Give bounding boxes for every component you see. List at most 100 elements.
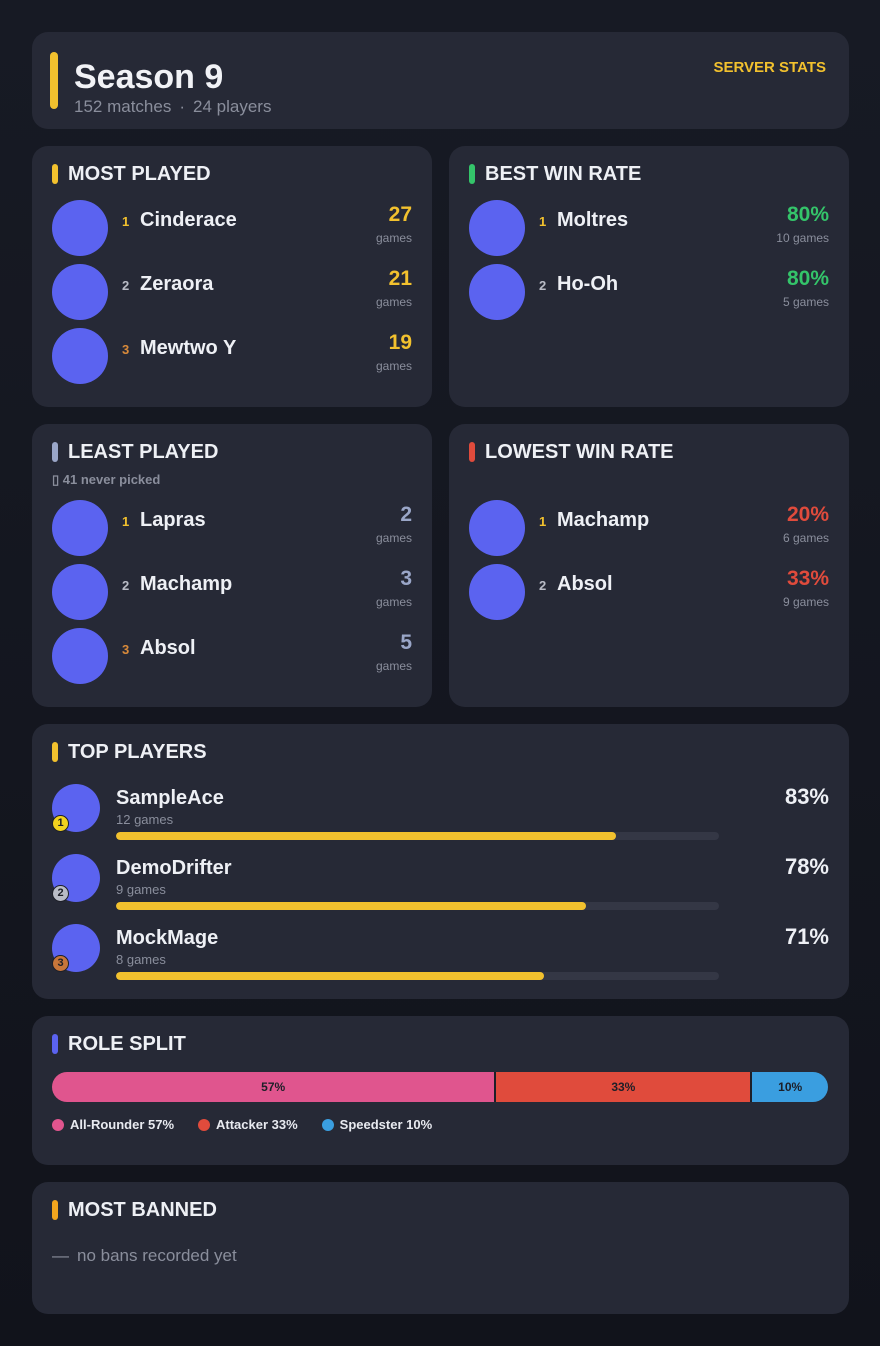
pokemon-row[interactable]: 2 Machamp 3 games — [52, 564, 412, 622]
match-count: 152 matches — [74, 97, 172, 116]
rank-number: 2 — [539, 578, 547, 593]
games-count: 5 games — [782, 295, 829, 309]
games-count: 10 games — [776, 231, 829, 245]
rank-number: 1 — [539, 514, 547, 529]
pokemon-row[interactable]: 2 Absol 33% 9 games — [469, 564, 829, 622]
role-split-bar: 57% 33% 10% — [52, 1072, 828, 1102]
least-played-card: LEAST PLAYED ▯ 41 never picked 1 Lapras … — [32, 424, 432, 707]
role-split-heading: ROLE SPLIT — [52, 1032, 186, 1056]
empty-dash: — — [52, 1246, 69, 1265]
section-accent-bar — [469, 164, 475, 184]
pokemon-name: Cinderace — [140, 209, 237, 231]
win-rate-value: 80% — [786, 203, 829, 226]
top-players-title: TOP PLAYERS — [68, 741, 207, 763]
rank-number: 2 — [122, 578, 130, 593]
win-rate-bar-fill — [116, 972, 545, 980]
pokemon-avatar — [52, 564, 108, 620]
pokemon-avatar — [52, 628, 108, 684]
never-picked-note: ▯ 41 never picked — [52, 472, 161, 487]
least-played-heading: LEAST PLAYED — [52, 440, 218, 464]
player-games: 9 games — [116, 882, 166, 897]
rank-medal-icon: 2 — [52, 885, 69, 902]
pokemon-avatar — [469, 564, 525, 620]
rank-number: 2 — [122, 278, 130, 293]
section-accent-bar — [52, 442, 58, 462]
season-summary: 152 matches · 24 players — [74, 97, 271, 117]
win-rate-bar-fill — [116, 902, 587, 910]
legend-item-all-rounder: All-Rounder 57% — [52, 1117, 174, 1132]
pokemon-row[interactable]: 2 Zeraora 21 games — [52, 264, 412, 322]
pokemon-avatar — [52, 500, 108, 556]
legend-label: All-Rounder 57% — [70, 1117, 175, 1132]
pokemon-row[interactable]: 1 Cinderace 27 games — [52, 200, 412, 258]
empty-text: no bans recorded yet — [77, 1246, 237, 1265]
most-banned-card: MOST BANNED — no bans recorded yet — [32, 1182, 849, 1314]
player-name: SampleAce — [116, 787, 224, 809]
pokemon-row[interactable]: 3 Absol 5 games — [52, 628, 412, 686]
win-rate-bar-fill — [116, 832, 617, 840]
most-banned-title: MOST BANNED — [68, 1199, 217, 1221]
legend-swatch — [321, 1118, 334, 1131]
player-win-rate: 83% — [784, 784, 829, 809]
section-accent-bar — [52, 164, 58, 184]
pokemon-row[interactable]: 1 Lapras 2 games — [52, 500, 412, 558]
win-rate-value: 33% — [786, 567, 829, 590]
role-split-card: ROLE SPLIT 57% 33% 10% All-Rounder 57% A… — [32, 1016, 849, 1165]
value-unit: games — [375, 595, 412, 609]
value-unit: games — [375, 659, 412, 673]
role-split-title: ROLE SPLIT — [68, 1033, 186, 1055]
top-players-heading: TOP PLAYERS — [52, 740, 207, 764]
player-row[interactable]: 3 MockMage 8 games 71% — [52, 924, 829, 986]
pokemon-row[interactable]: 1 Moltres 80% 10 games — [469, 200, 829, 258]
player-games: 12 games — [116, 812, 174, 827]
lowest-win-rate-card: LOWEST WIN RATE 1 Machamp 20% 6 games 2 … — [449, 424, 849, 707]
win-rate-bar — [116, 902, 719, 910]
best-win-rate-card: BEST WIN RATE 1 Moltres 80% 10 games 2 H… — [449, 146, 849, 407]
rank-number: 1 — [122, 514, 130, 529]
no-bans-message: — no bans recorded yet — [52, 1246, 237, 1266]
win-rate-bar — [116, 972, 719, 980]
pokemon-row[interactable]: 1 Machamp 20% 6 games — [469, 500, 829, 558]
pokemon-name: Zeraora — [140, 273, 214, 295]
rank-number: 1 — [539, 214, 547, 229]
pokemon-row[interactable]: 3 Mewtwo Y 19 games — [52, 328, 412, 386]
top-players-card: TOP PLAYERS 1 SampleAce 12 games 83% 2 D… — [32, 724, 849, 999]
games-count: 2 — [400, 503, 412, 526]
rank-number: 3 — [122, 342, 130, 357]
pokemon-avatar — [52, 328, 108, 384]
most-played-card: MOST PLAYED 1 Cinderace 27 games 2 Zerao… — [32, 146, 432, 407]
games-count: 6 games — [782, 531, 829, 545]
section-accent-bar — [52, 1200, 58, 1220]
section-accent-bar — [52, 1034, 58, 1054]
role-segment-speedster: 10% — [750, 1072, 828, 1102]
server-stats-link[interactable]: SERVER STATS — [713, 59, 826, 76]
value-unit: games — [375, 295, 412, 309]
legend-swatch — [52, 1118, 64, 1131]
pokemon-name: Mewtwo Y — [140, 337, 237, 359]
legend-item-attacker: Attacker 33% — [198, 1117, 298, 1132]
player-games: 8 games — [116, 952, 166, 967]
role-segment-all-rounder: 57% — [52, 1072, 495, 1102]
rank-number: 1 — [122, 214, 130, 229]
player-row[interactable]: 1 SampleAce 12 games 83% — [52, 784, 829, 846]
season-header-card: Season 9 152 matches · 24 players SERVER S… — [32, 32, 849, 129]
value-unit: games — [375, 231, 412, 245]
legend-label: Speedster 10% — [339, 1117, 433, 1132]
pokemon-avatar — [52, 200, 108, 256]
section-accent-bar — [469, 442, 475, 462]
player-name: DemoDrifter — [116, 857, 232, 879]
most-played-title: MOST PLAYED — [68, 163, 211, 185]
role-segment-attacker: 33% — [494, 1072, 751, 1102]
rank-medal-icon: 1 — [52, 815, 69, 832]
legend-item-speedster: Speedster 10% — [321, 1117, 433, 1132]
lowest-win-rate-title: LOWEST WIN RATE — [485, 441, 674, 463]
player-row[interactable]: 2 DemoDrifter 9 games 78% — [52, 854, 829, 916]
player-win-rate: 71% — [784, 924, 829, 949]
pokemon-name: Machamp — [140, 573, 233, 595]
pokemon-name: Absol — [140, 637, 196, 659]
pokemon-row[interactable]: 2 Ho-Oh 80% 5 games — [469, 264, 829, 322]
games-count: 9 games — [782, 595, 829, 609]
rank-number: 2 — [539, 278, 547, 293]
player-count: 24 players — [193, 97, 272, 116]
legend-swatch — [198, 1118, 211, 1131]
